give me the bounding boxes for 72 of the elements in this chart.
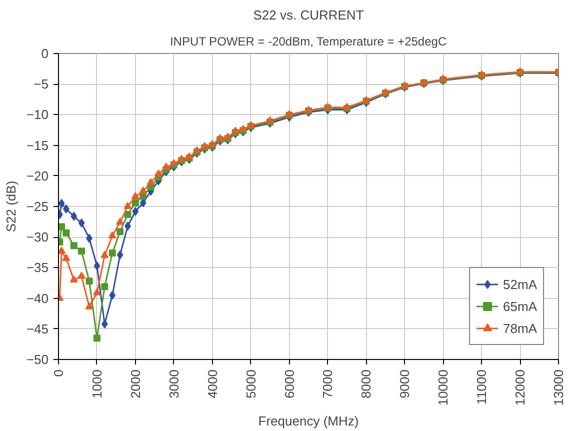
y-tick-label: −25 — [26, 199, 49, 214]
point — [58, 223, 66, 230]
x-tick-label: 3000 — [166, 370, 182, 398]
y-tick-label: −5 — [34, 76, 49, 92]
point — [131, 192, 140, 200]
x-tick-label: 12000 — [512, 369, 528, 406]
point — [224, 132, 232, 140]
y-tick-label: 0 — [41, 46, 49, 61]
y-tick-label: −50 — [26, 352, 49, 367]
x-tick-label: 7000 — [320, 370, 336, 398]
point — [154, 170, 162, 177]
y-tick-label: −20 — [26, 168, 49, 184]
point — [78, 248, 86, 255]
x-tick-label: 13000 — [551, 369, 566, 406]
point — [70, 212, 78, 221]
y-tick-label: −30 — [26, 230, 49, 245]
y-axis-title: S22 (dB) — [3, 180, 18, 232]
y-tick-label: −45 — [26, 321, 49, 336]
point — [239, 124, 248, 132]
point — [132, 199, 139, 206]
x-tick-label: 11000 — [474, 370, 490, 405]
point — [200, 142, 209, 150]
x-tick-label: 9000 — [397, 370, 412, 398]
x-tick-label: 1000 — [89, 370, 104, 398]
chart-subtitle: INPUT POWER = -20dBm, Temperature = +25degC — [170, 34, 447, 48]
point — [100, 250, 109, 258]
y-tick-label: −10 — [26, 107, 49, 122]
point — [162, 162, 170, 170]
point — [146, 178, 155, 186]
point — [124, 202, 132, 210]
point — [116, 228, 124, 236]
point — [266, 116, 274, 124]
point — [101, 283, 108, 290]
point — [94, 261, 100, 270]
point — [78, 272, 86, 279]
x-tick-label: 5000 — [243, 370, 258, 398]
y-tick-label: −35 — [26, 260, 49, 276]
point — [93, 334, 100, 342]
point — [116, 250, 124, 260]
point — [185, 152, 194, 160]
x-tick-label: 10000 — [436, 369, 451, 406]
point — [58, 246, 66, 254]
x-tick-label: 6000 — [282, 370, 297, 398]
point — [342, 102, 351, 110]
legend-label: 78mA — [503, 320, 537, 336]
point — [85, 302, 94, 310]
point — [132, 206, 139, 216]
point — [108, 250, 116, 257]
point — [178, 154, 186, 162]
x-tick-label: 8000 — [358, 370, 374, 398]
point — [70, 242, 78, 250]
point — [62, 229, 70, 236]
x-axis-title: Frequency (MHz) — [258, 414, 359, 429]
y-tick-label: −15 — [26, 138, 49, 153]
point — [78, 218, 85, 228]
y-tick-label: −40 — [26, 290, 49, 306]
point — [62, 254, 70, 262]
point — [192, 146, 201, 154]
x-tick-label: 0 — [51, 369, 66, 377]
point — [101, 320, 108, 329]
point — [92, 288, 101, 296]
point — [139, 186, 148, 194]
point — [108, 231, 116, 238]
x-tick-label: 4000 — [204, 370, 220, 398]
chart-title: S22 vs. CURRENT — [253, 8, 364, 22]
point — [109, 290, 116, 300]
point — [70, 275, 78, 282]
legend-label: 65mA — [503, 298, 537, 314]
x-tick-label: 2000 — [128, 370, 143, 398]
legend-label: 52mA — [503, 276, 537, 292]
point — [116, 218, 124, 225]
point — [86, 278, 93, 285]
